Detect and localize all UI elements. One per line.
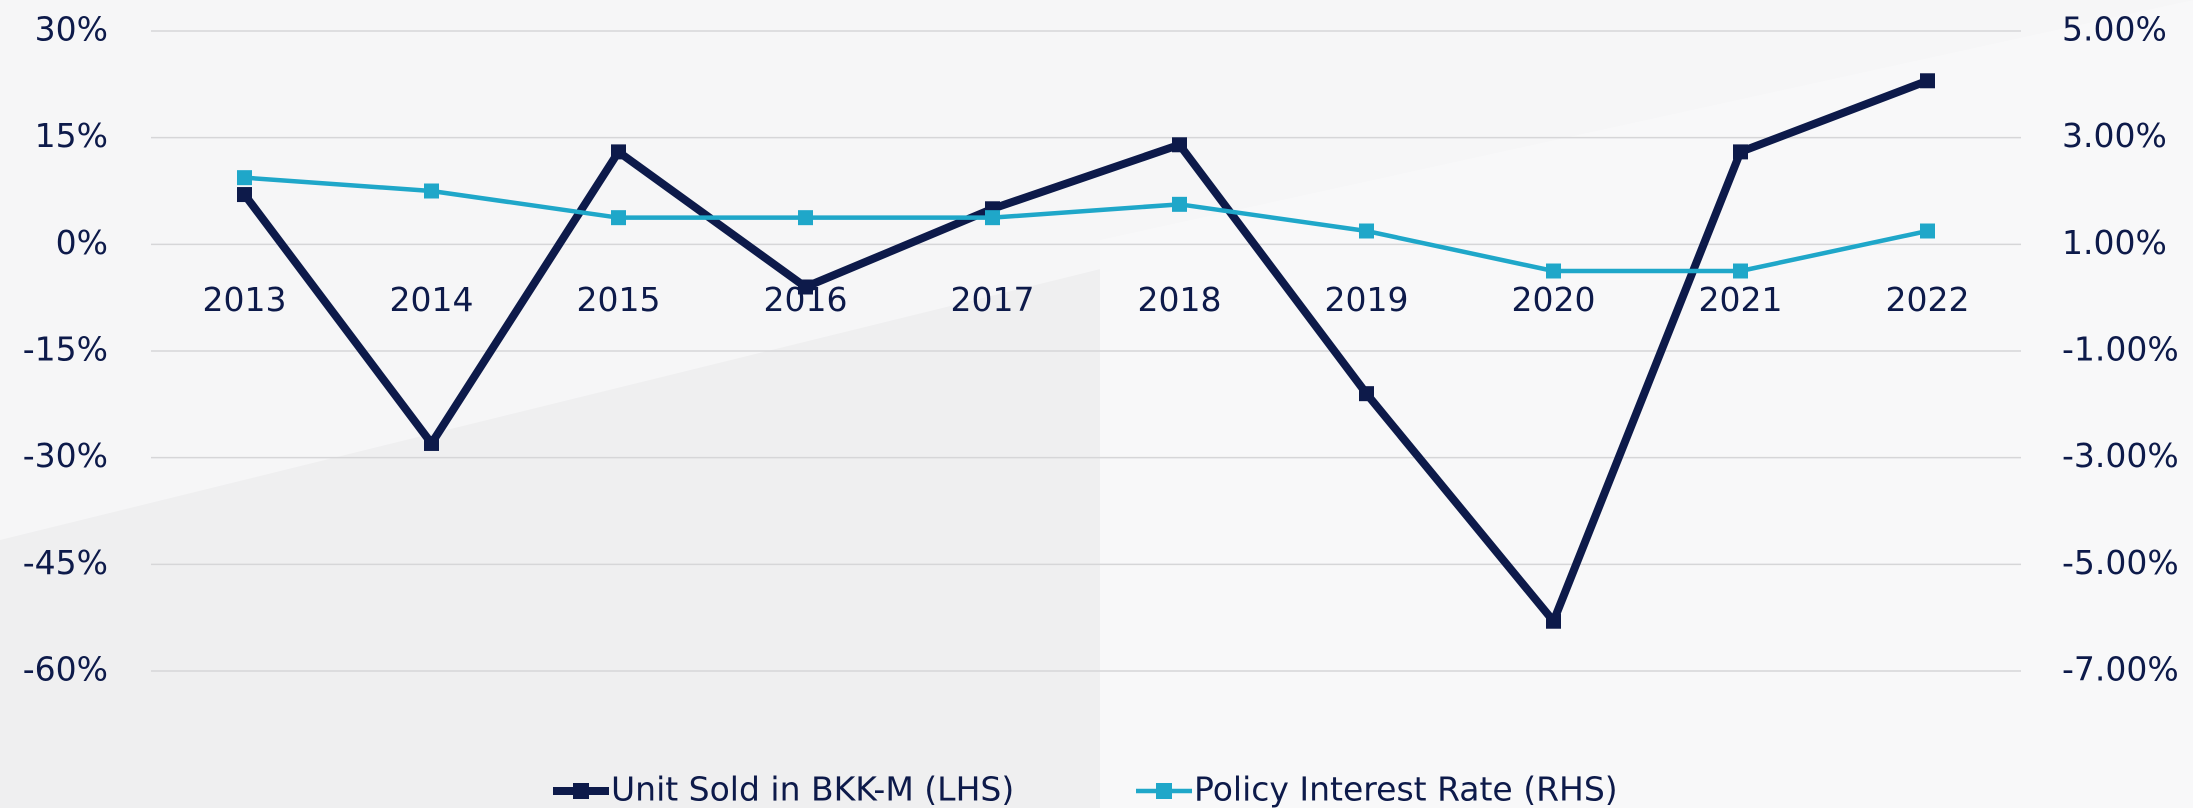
y2-tick-label: 3.00% xyxy=(2062,116,2167,155)
background-shape xyxy=(1100,0,2193,808)
x-tick-label: 2014 xyxy=(390,280,474,319)
x-tick-label: 2021 xyxy=(1699,280,1783,319)
point-marker xyxy=(1733,263,1748,279)
point-marker xyxy=(237,187,252,203)
y2-tick-label: 1.00% xyxy=(2062,223,2167,262)
point-marker xyxy=(1172,137,1187,153)
x-tick-label: 2017 xyxy=(951,280,1035,319)
point-marker xyxy=(1359,223,1374,239)
point-marker xyxy=(1359,386,1374,402)
point-marker xyxy=(985,210,1000,226)
y2-tick-label: -3.00% xyxy=(2062,436,2179,475)
point-marker xyxy=(1546,263,1561,279)
point-marker xyxy=(424,183,439,199)
point-marker xyxy=(1920,73,1935,89)
legend-label: Unit Sold in BKK-M (LHS) xyxy=(611,770,1014,808)
point-marker xyxy=(1546,613,1561,629)
x-tick-label: 2015 xyxy=(577,280,661,319)
point-marker xyxy=(424,435,439,451)
y-tick-label: -30% xyxy=(23,436,108,475)
x-tick-label: 2022 xyxy=(1886,280,1970,319)
y-tick-label: 0% xyxy=(56,223,108,262)
y-tick-label: -60% xyxy=(23,650,108,689)
y-tick-label: -15% xyxy=(23,330,108,369)
legend-marker xyxy=(1156,783,1172,799)
x-tick-label: 2020 xyxy=(1512,280,1596,319)
point-marker xyxy=(237,170,252,186)
point-marker xyxy=(611,210,626,226)
y2-tick-label: -5.00% xyxy=(2062,543,2179,582)
series-line xyxy=(241,77,1929,626)
x-tick-label: 2019 xyxy=(1325,280,1409,319)
point-marker xyxy=(1733,144,1748,160)
legend-label: Policy Interest Rate (RHS) xyxy=(1194,770,1618,808)
y2-tick-label: 5.00% xyxy=(2062,10,2167,49)
point-marker xyxy=(798,210,813,226)
y-tick-label: 15% xyxy=(35,116,108,155)
point-marker xyxy=(798,279,813,295)
y-tick-label: 30% xyxy=(35,10,108,49)
legend-marker xyxy=(573,783,589,799)
y2-tick-label: -7.00% xyxy=(2062,650,2179,689)
point-marker xyxy=(1920,223,1935,239)
x-tick-label: 2018 xyxy=(1138,280,1222,319)
y2-tick-label: -1.00% xyxy=(2062,330,2179,369)
point-marker xyxy=(611,144,626,160)
series-line xyxy=(244,175,1928,274)
point-marker xyxy=(1172,196,1187,212)
x-tick-label: 2013 xyxy=(203,280,287,319)
y-tick-label: -45% xyxy=(23,543,108,582)
